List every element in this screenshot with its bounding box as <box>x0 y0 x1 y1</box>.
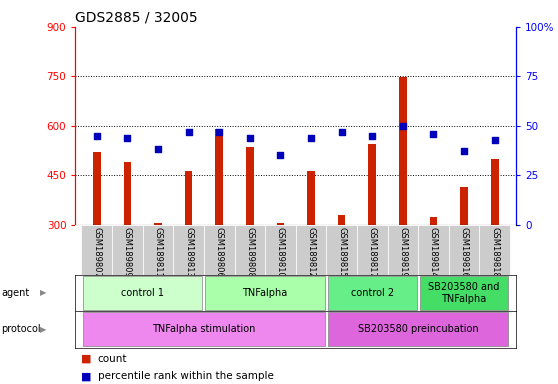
Bar <box>328 276 417 310</box>
Bar <box>204 225 234 275</box>
Bar <box>326 225 357 275</box>
Text: count: count <box>98 354 127 364</box>
Text: protocol: protocol <box>1 324 41 334</box>
Point <box>490 137 499 143</box>
Point <box>153 146 162 152</box>
Bar <box>460 187 468 225</box>
Text: ▶: ▶ <box>40 288 47 297</box>
Bar <box>112 225 143 275</box>
Bar <box>83 276 203 310</box>
Bar <box>449 225 479 275</box>
Bar <box>83 313 325 346</box>
Point <box>429 131 438 137</box>
Bar <box>185 171 193 225</box>
Text: GSM189812: GSM189812 <box>306 227 315 278</box>
Point <box>184 129 193 135</box>
Text: GSM189819: GSM189819 <box>398 227 407 278</box>
Text: GSM189818: GSM189818 <box>490 227 499 278</box>
Bar <box>338 215 345 225</box>
Bar <box>420 276 508 310</box>
Text: GSM189808: GSM189808 <box>246 227 254 278</box>
Point <box>306 134 315 141</box>
Bar <box>215 129 223 225</box>
Point <box>460 148 469 154</box>
Bar <box>479 225 510 275</box>
Text: TNFalpha: TNFalpha <box>243 288 288 298</box>
Text: GSM189813: GSM189813 <box>184 227 193 278</box>
Bar <box>123 162 131 225</box>
Bar <box>205 276 325 310</box>
Bar <box>265 225 296 275</box>
Text: GSM189811: GSM189811 <box>153 227 162 278</box>
Text: GSM189810: GSM189810 <box>276 227 285 278</box>
Text: SB203580 and
TNFalpha: SB203580 and TNFalpha <box>429 282 500 304</box>
Bar <box>93 152 100 225</box>
Text: percentile rank within the sample: percentile rank within the sample <box>98 371 273 381</box>
Bar <box>234 225 265 275</box>
Text: ■: ■ <box>81 371 92 381</box>
Text: GSM189815: GSM189815 <box>337 227 346 278</box>
Bar <box>357 225 388 275</box>
Bar <box>418 225 449 275</box>
Bar <box>81 225 112 275</box>
Point <box>337 129 346 135</box>
Point <box>368 132 377 139</box>
Bar <box>143 225 174 275</box>
Point <box>276 152 285 159</box>
Point <box>92 132 101 139</box>
Point <box>246 134 254 141</box>
Text: GSM189806: GSM189806 <box>215 227 224 278</box>
Point <box>123 134 132 141</box>
Bar <box>430 217 437 225</box>
Bar <box>491 159 498 225</box>
Text: ▶: ▶ <box>40 325 47 334</box>
Text: GDS2885 / 32005: GDS2885 / 32005 <box>75 11 198 25</box>
Bar <box>174 225 204 275</box>
Text: ■: ■ <box>81 354 92 364</box>
Bar <box>154 223 162 225</box>
Text: GSM189816: GSM189816 <box>460 227 469 278</box>
Text: GSM189809: GSM189809 <box>123 227 132 278</box>
Bar <box>388 225 418 275</box>
Text: control 1: control 1 <box>121 288 164 298</box>
Bar <box>307 171 315 225</box>
Bar <box>368 144 376 225</box>
Text: TNFalpha stimulation: TNFalpha stimulation <box>152 324 256 334</box>
Point <box>398 123 407 129</box>
Text: SB203580 preincubation: SB203580 preincubation <box>358 324 479 334</box>
Text: GSM189807: GSM189807 <box>92 227 101 278</box>
Text: GSM189817: GSM189817 <box>368 227 377 278</box>
Bar <box>399 77 407 225</box>
Text: GSM189814: GSM189814 <box>429 227 438 278</box>
Bar <box>296 225 326 275</box>
Bar <box>246 147 254 225</box>
Bar <box>277 223 284 225</box>
Text: agent: agent <box>1 288 30 298</box>
Bar <box>328 313 508 346</box>
Text: control 2: control 2 <box>351 288 394 298</box>
Point <box>215 129 224 135</box>
